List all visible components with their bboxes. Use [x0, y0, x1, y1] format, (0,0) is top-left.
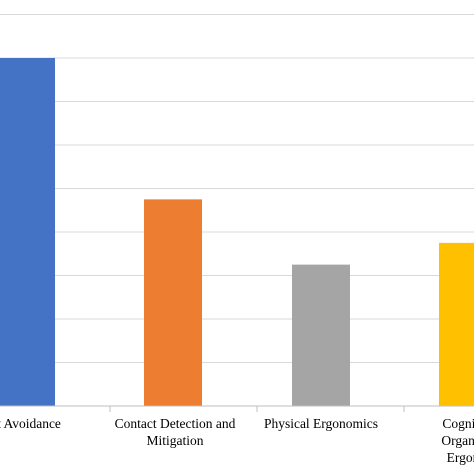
x-axis — [0, 405, 474, 412]
x-tick-label: Physical Ergonomics — [264, 416, 378, 431]
x-tick-label: ct Avoidance — [0, 416, 61, 431]
gridlines — [0, 14, 474, 363]
bar-contact-detection-and-mitigation — [144, 199, 202, 406]
bars — [0, 58, 474, 406]
x-tick-label: Mitigation — [147, 433, 204, 448]
x-tick-label: Contact Detection and — [115, 416, 236, 431]
bar-contact-avoidance — [0, 58, 55, 406]
bar-physical-ergonomics — [292, 264, 350, 406]
x-tick-label: Organiza — [441, 433, 474, 448]
bar-cognitive-and-organizational-ergonomics — [439, 242, 474, 406]
x-tick-labels: ct Avoidance Contact Detection and Mitigat… — [0, 416, 474, 465]
x-tick-label: Ergonc — [447, 450, 474, 465]
x-tick-label: Cognitiv — [442, 416, 474, 431]
